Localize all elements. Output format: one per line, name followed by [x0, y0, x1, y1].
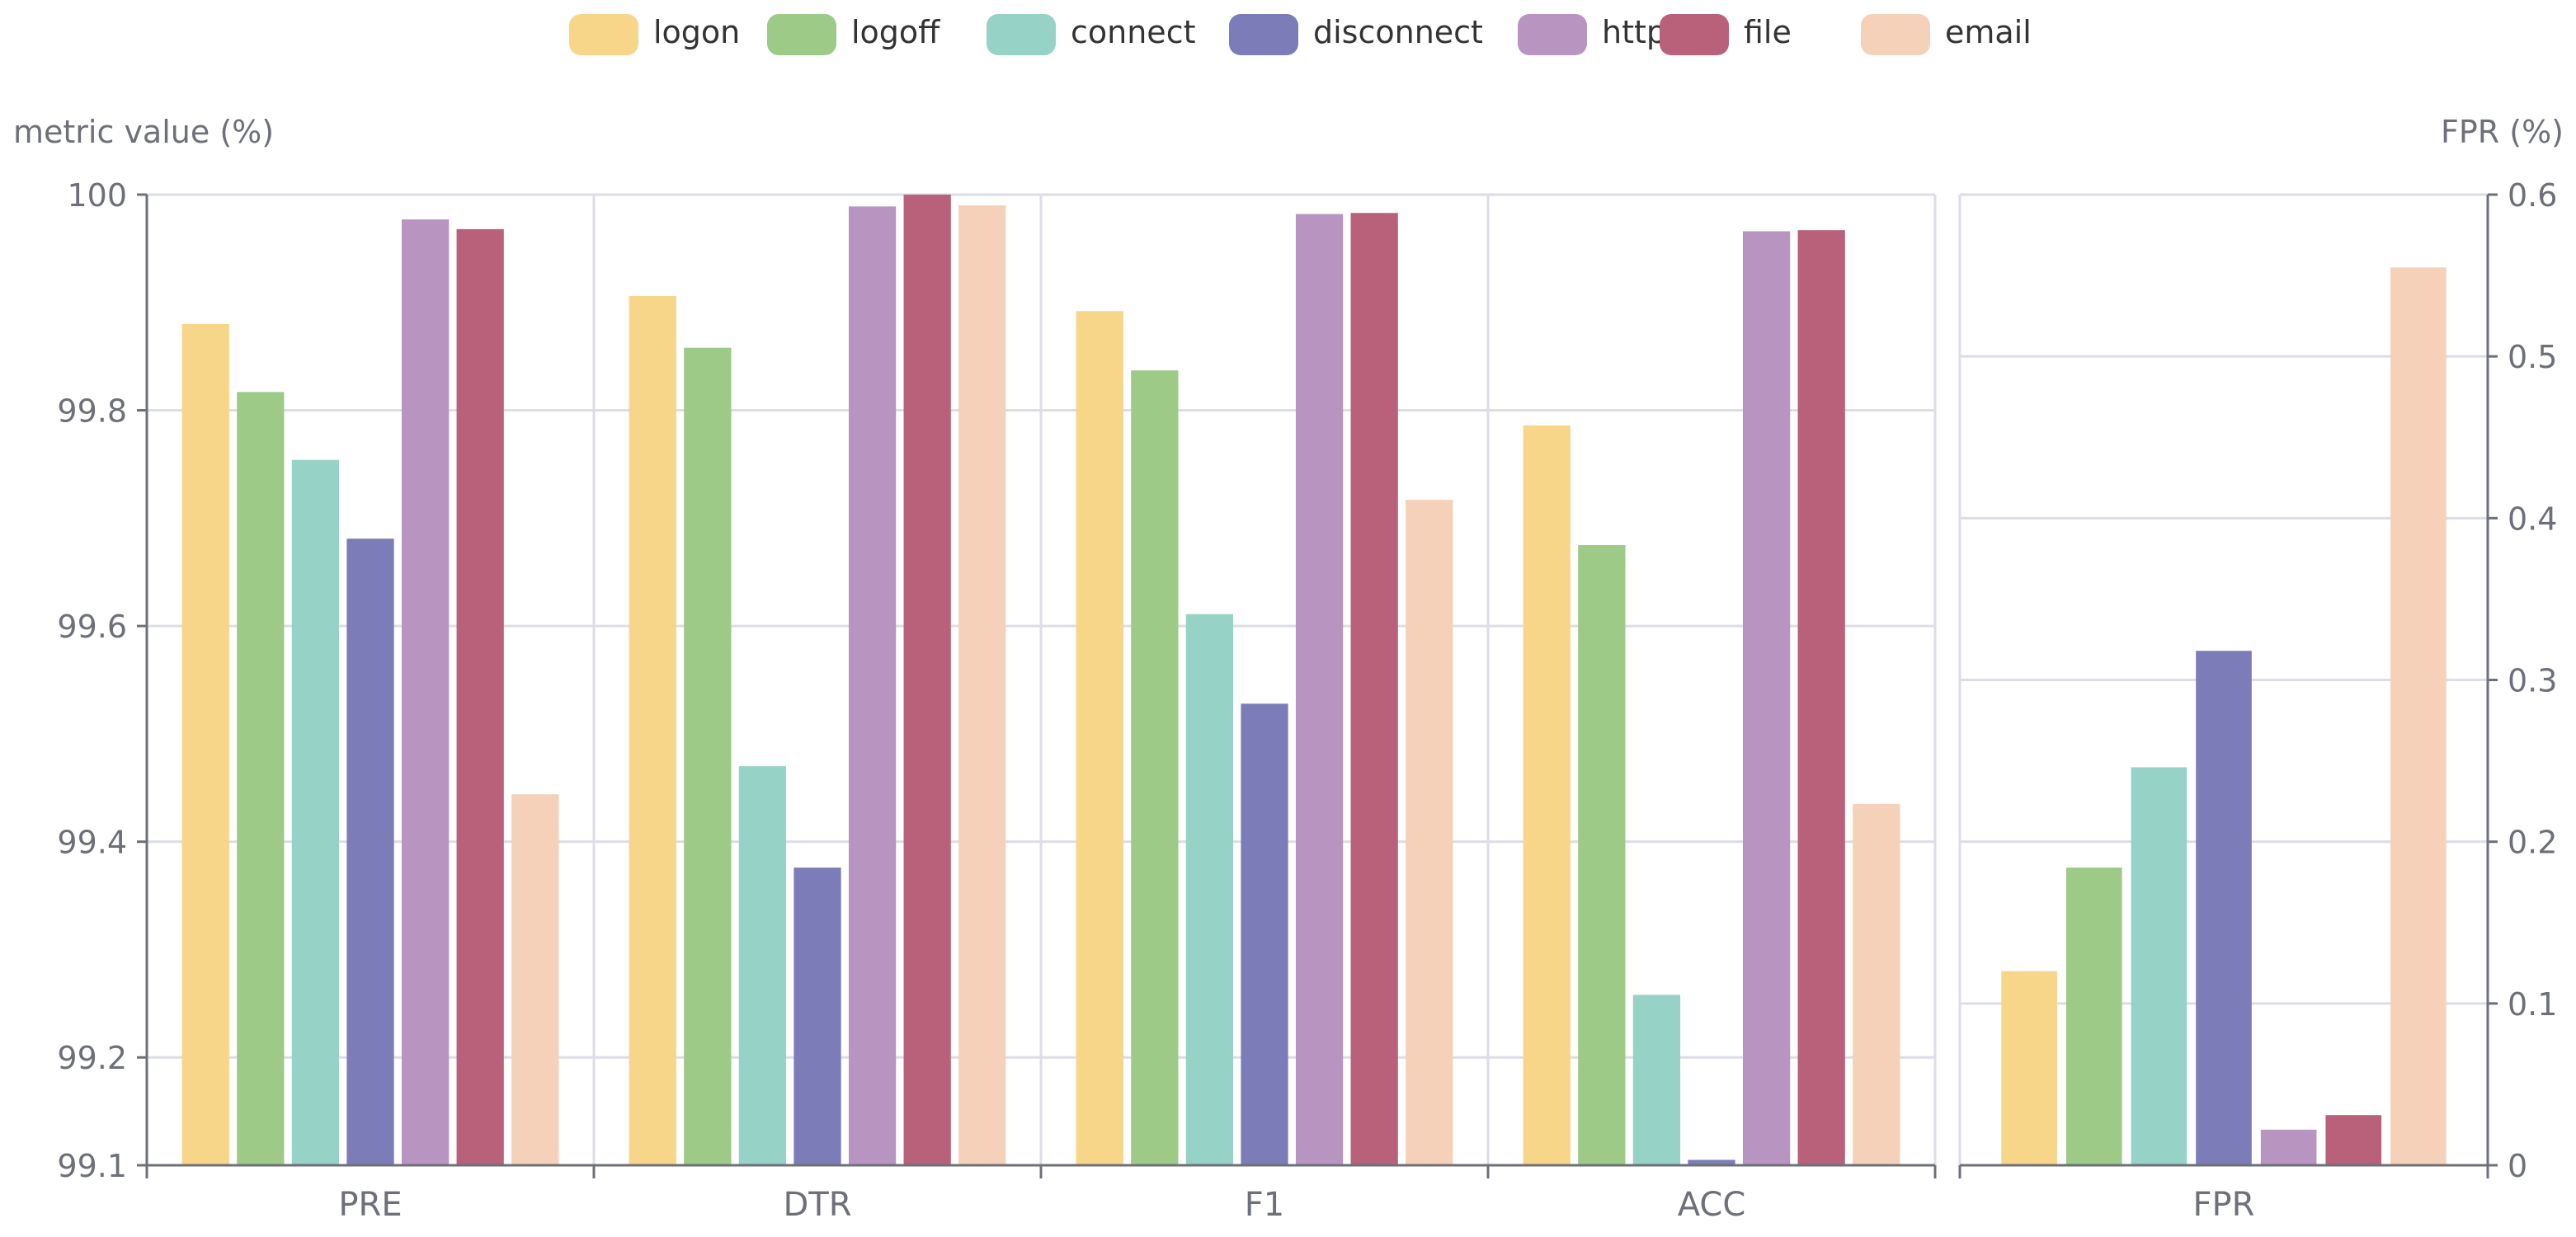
left-bar-pre-logon — [181, 323, 229, 1165]
left-bar-dtr-http — [848, 206, 897, 1166]
legend-item-logon[interactable]: logon — [569, 14, 740, 55]
left-bar-pre-connect — [291, 459, 340, 1165]
left-bar-acc-http — [1742, 231, 1791, 1165]
legend-label-email: email — [1945, 14, 2032, 50]
legend-item-email[interactable]: email — [1861, 14, 2032, 55]
left-bar-acc-logon — [1523, 425, 1571, 1165]
legend-swatch-connect — [987, 14, 1056, 55]
x-label-fpr: FPR — [2193, 1186, 2255, 1224]
left-bar-acc-connect — [1632, 995, 1681, 1165]
legend-swatch-logon — [569, 14, 638, 55]
legend-label-logoff: logoff — [851, 14, 940, 50]
legend-item-logoff[interactable]: logoff — [767, 14, 940, 55]
left-bar-pre-logoff — [237, 392, 285, 1165]
left-tick-label: 99.4 — [57, 825, 127, 861]
right-bar-fpr-logon — [2001, 971, 2057, 1165]
left-y-axis-label: metric value (%) — [13, 114, 274, 150]
left-tick-label: 99.8 — [57, 393, 127, 430]
legend-item-file[interactable]: file — [1660, 14, 1792, 55]
left-bar-acc-file — [1797, 230, 1845, 1165]
left-bar-f1-logon — [1076, 311, 1123, 1165]
right-bar-fpr-email — [2390, 267, 2446, 1165]
x-label-pre: PRE — [338, 1186, 402, 1224]
legend-swatch-file — [1660, 14, 1729, 55]
left-bar-dtr-file — [903, 195, 951, 1165]
right-tick-label: 0.4 — [2508, 501, 2557, 537]
right-y-ticks: 0 0.1 0.2 0.3 0.4 0.5 0.6 — [2488, 177, 2557, 1184]
right-tick-label: 0.5 — [2508, 339, 2557, 375]
legend-label-logon: logon — [653, 14, 740, 50]
x-axis-labels: PRE DTR F1 ACC FPR — [338, 1186, 2254, 1224]
legend-item-disconnect[interactable]: disconnect — [1229, 14, 1483, 55]
left-bar-pre-http — [401, 219, 450, 1166]
legend-item-http[interactable]: http — [1518, 14, 1666, 55]
right-bar-fpr-file — [2325, 1115, 2382, 1165]
legend-label-http: http — [1602, 14, 1666, 50]
legend-swatch-disconnect — [1229, 14, 1298, 55]
x-label-acc: ACC — [1678, 1186, 1746, 1224]
left-tick-label: 99.1 — [57, 1148, 127, 1184]
right-bar-fpr-http — [2260, 1129, 2317, 1165]
right-bar-fpr-connect — [2131, 767, 2187, 1165]
left-bar-f1-connect — [1185, 614, 1234, 1165]
right-bar-fpr-disconnect — [2196, 651, 2252, 1165]
legend-swatch-logoff — [767, 14, 836, 55]
right-tick-label: 0.6 — [2508, 177, 2557, 214]
right-bars — [2001, 267, 2446, 1165]
left-bar-f1-logoff — [1131, 370, 1179, 1165]
left-bar-acc-logoff — [1578, 545, 1626, 1165]
left-bar-acc-email — [1853, 803, 1900, 1165]
legend-swatch-http — [1518, 14, 1587, 55]
left-bar-dtr-email — [958, 205, 1006, 1166]
legend-swatch-email — [1861, 14, 1930, 55]
left-tick-label: 100 — [67, 177, 127, 214]
left-bar-f1-disconnect — [1241, 703, 1288, 1165]
legend-item-connect[interactable]: connect — [987, 14, 1195, 55]
legend-label-disconnect: disconnect — [1313, 14, 1483, 50]
left-tick-label: 99.2 — [57, 1040, 127, 1076]
right-tick-label: 0.1 — [2508, 986, 2557, 1023]
legend[interactable]: logon logoff connect disconnect http file emai… — [569, 14, 2032, 55]
left-bar-dtr-disconnect — [794, 868, 841, 1165]
left-bar-f1-file — [1350, 213, 1398, 1166]
right-tick-label: 0.2 — [2508, 825, 2557, 861]
x-label-dtr: DTR — [783, 1186, 851, 1224]
left-bar-dtr-logon — [629, 295, 676, 1165]
left-bar-pre-disconnect — [346, 539, 394, 1165]
left-bars — [181, 195, 1900, 1166]
left-bar-pre-email — [511, 794, 559, 1165]
left-bar-pre-file — [456, 228, 504, 1165]
left-bar-f1-email — [1406, 500, 1453, 1165]
left-tick-label: 99.6 — [57, 609, 127, 645]
left-bar-dtr-connect — [738, 766, 787, 1165]
legend-label-connect: connect — [1071, 14, 1195, 50]
left-bar-f1-http — [1295, 214, 1344, 1165]
x-label-f1: F1 — [1245, 1186, 1284, 1224]
right-bar-fpr-logoff — [2065, 868, 2122, 1165]
legend-label-file: file — [1744, 14, 1792, 50]
left-bar-acc-disconnect — [1688, 1159, 1735, 1165]
left-y-ticks: 99.1 99.2 99.4 99.6 99.8 100 — [57, 177, 147, 1184]
right-tick-label: 0 — [2508, 1148, 2527, 1184]
right-tick-label: 0.3 — [2508, 663, 2557, 699]
right-y-axis-label: FPR (%) — [2441, 114, 2564, 150]
left-bar-dtr-logoff — [684, 347, 732, 1165]
